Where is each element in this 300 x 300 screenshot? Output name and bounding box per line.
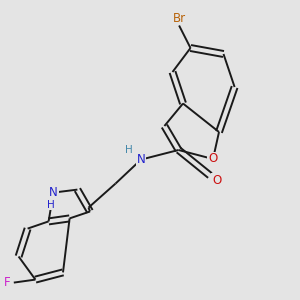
Text: H: H xyxy=(125,145,133,155)
Text: Br: Br xyxy=(172,11,186,25)
Text: F: F xyxy=(4,276,11,289)
Text: O: O xyxy=(208,152,217,166)
Text: O: O xyxy=(212,174,221,188)
Text: H: H xyxy=(46,200,54,210)
Text: N: N xyxy=(49,186,58,199)
Text: N: N xyxy=(136,153,146,166)
